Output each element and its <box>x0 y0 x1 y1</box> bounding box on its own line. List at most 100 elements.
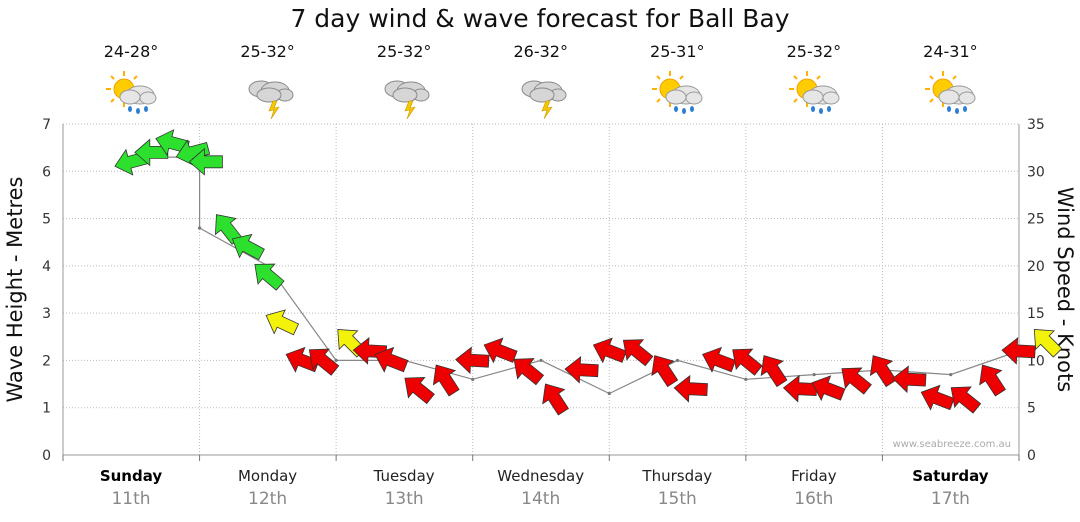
day-forecast-header: 25-32° <box>746 42 882 123</box>
y2-tick-label: 5 <box>1027 401 1036 417</box>
y2-tick-label: 25 <box>1027 212 1045 228</box>
temperature-range: 26-32° <box>513 42 568 61</box>
wind-arrow-shape <box>592 337 627 364</box>
wind-arrow-shape <box>214 214 243 245</box>
day-name: Saturday <box>912 467 989 485</box>
wind-arrow <box>673 374 708 403</box>
temperature-range: 25-32° <box>786 42 842 61</box>
cloud-storm-icon <box>248 80 294 120</box>
y-tick-label: 3 <box>42 306 51 322</box>
day-name: Wednesday <box>497 467 585 485</box>
watermark: www.seabreeze.com.au <box>893 439 1011 450</box>
day-forecast-header: 24-31° <box>882 42 1018 123</box>
wind-arrow <box>188 147 223 176</box>
wave-point <box>675 358 680 363</box>
wind-arrow-shape <box>732 348 763 376</box>
wind-arrow <box>651 355 679 388</box>
wind-arrow-shape <box>308 348 340 376</box>
wind-arrow-shape <box>1001 337 1036 365</box>
wind-arrow-shape <box>892 365 927 394</box>
wind-arrow <box>265 309 300 336</box>
wind-arrow-shape <box>374 346 409 373</box>
day-date: 13th <box>384 489 424 509</box>
wind-arrow <box>483 337 518 364</box>
wind-arrow-shape <box>920 384 955 411</box>
wind-arrow <box>979 364 1006 397</box>
y-tick-label: 5 <box>42 212 51 228</box>
y-tick-label: 0 <box>42 448 51 464</box>
y-tick-label: 4 <box>42 259 51 275</box>
wind-arrow <box>1033 329 1063 358</box>
wind-arrow-shape <box>231 233 265 261</box>
wind-arrow <box>432 364 460 397</box>
wind-arrow <box>214 214 243 245</box>
y2-tick-label: 20 <box>1027 259 1045 275</box>
day-label: Thursday 15th <box>609 467 745 509</box>
wind-arrow-shape <box>483 337 518 364</box>
wind-arrow-shape <box>254 263 285 291</box>
y2-tick-label: 35 <box>1027 117 1045 133</box>
wind-arrow <box>782 374 818 403</box>
wind-arrow <box>622 339 654 367</box>
wave-point <box>949 373 953 377</box>
day-forecast-header: 25-32° <box>336 42 472 123</box>
y2-tick-label: 30 <box>1027 164 1045 180</box>
wind-arrow-shape <box>760 355 788 388</box>
wind-arrow-shape <box>622 339 654 367</box>
y2-axis-title: Wind Speed - Knots <box>1053 187 1077 392</box>
day-date: 11th <box>111 489 151 509</box>
wind-arrow-shape <box>651 355 679 388</box>
wind-arrow-shape <box>1033 329 1063 358</box>
sun-cloud-rain-icon <box>788 71 840 114</box>
wind-arrow <box>892 365 927 394</box>
day-date: 17th <box>930 489 970 509</box>
day-label: Saturday 17th <box>882 467 1018 509</box>
wind-arrow <box>513 358 545 386</box>
wind-arrow <box>404 377 435 405</box>
wind-arrow <box>1001 337 1036 365</box>
sun-cloud-rain-icon <box>106 71 157 114</box>
wind-arrow <box>564 355 599 384</box>
wind-arrow <box>155 129 190 156</box>
y2-tick-label: 15 <box>1027 306 1045 322</box>
wave-point <box>471 377 475 381</box>
day-name: Sunday <box>99 467 163 485</box>
y-tick-label: 1 <box>42 401 51 417</box>
y-tick-label: 7 <box>42 117 51 133</box>
day-name: Monday <box>237 467 298 485</box>
wind-arrow-shape <box>188 147 223 176</box>
cloud-storm-icon <box>521 80 567 120</box>
wind-arrow <box>841 367 872 395</box>
day-name: Tuesday <box>373 467 435 485</box>
day-date: 16th <box>794 489 834 509</box>
day-date: 15th <box>657 489 697 509</box>
day-date: 12th <box>248 489 288 509</box>
wind-arrow-shape <box>455 346 490 375</box>
temperature-range: 24-28° <box>103 42 159 61</box>
sun-cloud-rain-icon <box>925 71 976 114</box>
wind-arrow-shape <box>811 375 846 402</box>
day-name: Friday <box>791 467 837 485</box>
day-forecast-header: 25-32° <box>200 42 336 123</box>
wind-arrow <box>254 263 285 291</box>
wind-arrow <box>374 346 409 373</box>
wind-arrow <box>308 348 340 376</box>
wind-arrow-shape <box>432 364 460 397</box>
day-label: Sunday 11th <box>63 467 199 509</box>
wind-arrow-shape <box>782 374 818 403</box>
wind-arrow-shape <box>155 129 190 156</box>
wind-arrow-shape <box>702 346 737 373</box>
day-date: 14th <box>521 489 561 509</box>
wind-arrow <box>231 233 265 261</box>
wind-arrow <box>455 346 490 375</box>
wind-arrow-shape <box>404 377 435 405</box>
day-forecast-header: 26-32° <box>473 42 609 123</box>
cloud-storm-icon <box>384 80 430 120</box>
wave-point <box>334 358 338 363</box>
day-label: Friday 16th <box>746 467 882 509</box>
temperature-range: 24-31° <box>923 42 978 61</box>
wave-point <box>744 377 748 381</box>
day-label: Wednesday 14th <box>473 467 609 509</box>
wind-arrow-shape <box>564 355 599 384</box>
